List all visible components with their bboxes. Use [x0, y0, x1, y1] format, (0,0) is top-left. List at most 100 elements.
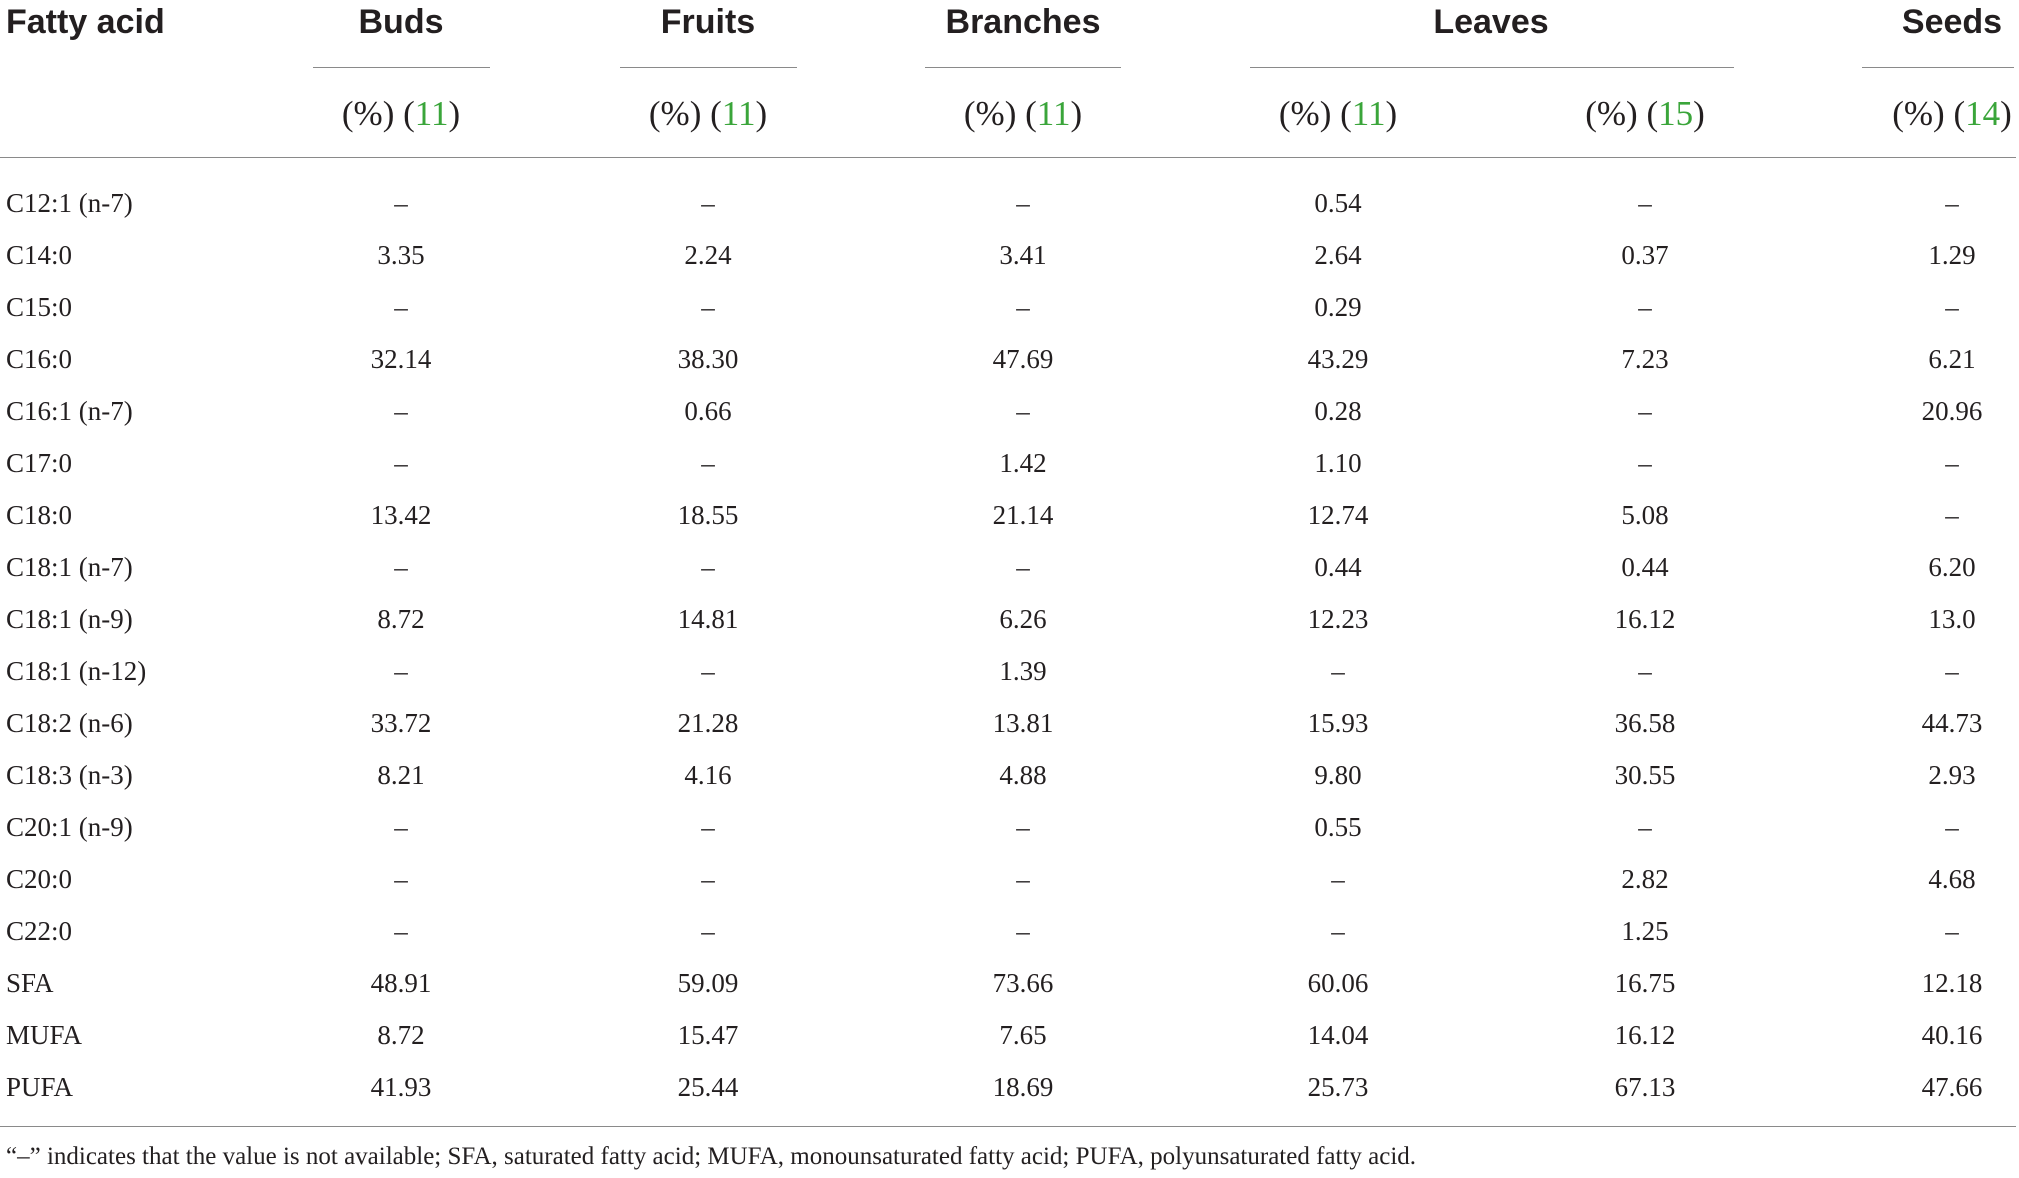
table-cell: –	[1016, 552, 1030, 582]
table-cell: 32.14	[370, 344, 432, 374]
table-cell: 21.28	[677, 708, 739, 738]
table-cell: –	[1945, 292, 1959, 322]
table-cell: –	[701, 656, 715, 686]
table-cell: 6.21	[1928, 344, 1976, 374]
subheader-unit: (%) (11)	[342, 93, 460, 135]
table-cell: 16.75	[1614, 968, 1676, 998]
unit-label: (%)	[1278, 94, 1332, 133]
reference-open-paren: (	[1953, 94, 1966, 133]
table-cell: 13.0	[1928, 604, 1976, 634]
table-cell: –	[1945, 500, 1959, 530]
reference-link: 14	[1965, 94, 2001, 133]
table-cell: –	[394, 188, 408, 218]
table-cell: –	[394, 552, 408, 582]
reference-open-paren: (	[1340, 94, 1352, 133]
table-cell: 59.09	[677, 968, 739, 998]
table-cell: –	[1016, 916, 1030, 946]
header-branches: Branches	[945, 3, 1101, 41]
table-cell: 4.88	[999, 760, 1047, 790]
table-cell: –	[1945, 916, 1959, 946]
unit-label: (%)	[1892, 94, 1945, 133]
table-cell: 2.64	[1314, 240, 1362, 270]
table-cell: 12.74	[1307, 500, 1369, 530]
table-cell: –	[1638, 448, 1652, 478]
subheader-unit: (%) (11)	[964, 93, 1082, 135]
table-cell: 4.16	[684, 760, 732, 790]
row-label: C18:0	[6, 500, 73, 530]
row-label: C20:1 (n-9)	[6, 812, 133, 842]
table-cell: –	[1016, 812, 1030, 842]
reference-open-paren: (	[403, 94, 415, 133]
reference-open-paren: (	[1646, 94, 1659, 133]
reference-link: 11	[721, 94, 756, 133]
table-cell: 0.29	[1314, 292, 1362, 322]
header-leaves: Leaves	[1433, 3, 1549, 41]
table-cell: 73.66	[992, 968, 1054, 998]
table-cell: 14.81	[677, 604, 739, 634]
table-cell: –	[701, 916, 715, 946]
header-rule-seeds	[1862, 67, 2014, 68]
reference-link: 11	[1351, 94, 1386, 133]
table-cell: 36.58	[1614, 708, 1676, 738]
subheader-unit: (%) (15)	[1585, 93, 1705, 135]
unit-label: (%)	[648, 94, 702, 133]
table-cell: –	[1016, 292, 1030, 322]
table-cell: 33.72	[370, 708, 432, 738]
table-cell: –	[1016, 864, 1030, 894]
reference-link: 11	[1036, 94, 1071, 133]
table-cell: –	[1331, 864, 1345, 894]
table-cell: 16.12	[1614, 604, 1676, 634]
table-cell: –	[701, 188, 715, 218]
subheader-unit: (%) (11)	[1279, 93, 1397, 135]
table-cell: 25.73	[1307, 1072, 1369, 1102]
table-cell: 16.12	[1614, 1020, 1676, 1050]
reference-close-paren: )	[1693, 94, 1705, 133]
unit-label: (%)	[341, 94, 395, 133]
table-cell: –	[701, 864, 715, 894]
table-cell: –	[394, 396, 408, 426]
table-cell: –	[1945, 656, 1959, 686]
table-cell: 18.69	[992, 1072, 1054, 1102]
table-cell: 40.16	[1921, 1020, 1983, 1050]
table-cell: 6.20	[1928, 552, 1976, 582]
reference-link: 11	[414, 94, 449, 133]
table-cell: 8.72	[377, 1020, 425, 1050]
table-cell: 2.93	[1928, 760, 1976, 790]
table-cell: 20.96	[1921, 396, 1983, 426]
header-fruits: Fruits	[660, 3, 756, 41]
table-cell: 1.42	[999, 448, 1047, 478]
table-cell: 67.13	[1614, 1072, 1676, 1102]
table-cell: 4.68	[1928, 864, 1976, 894]
header-fatty-acid: Fatty acid	[6, 3, 165, 41]
table-cell: 1.29	[1928, 240, 1976, 270]
table-cell: 14.04	[1307, 1020, 1369, 1050]
row-label: C17:0	[6, 448, 73, 478]
table-cell: 7.23	[1621, 344, 1669, 374]
unit-label: (%)	[963, 94, 1017, 133]
table-bottom-rule	[0, 1126, 2016, 1127]
table-cell: –	[394, 812, 408, 842]
row-label: C18:2 (n-6)	[6, 708, 133, 738]
row-label: C18:1 (n-7)	[6, 552, 133, 582]
table-cell: 3.41	[999, 240, 1047, 270]
table-cell: –	[1945, 812, 1959, 842]
row-label: C18:1 (n-12)	[6, 656, 147, 686]
reference-close-paren: )	[2000, 94, 2012, 133]
table-cell: 0.37	[1621, 240, 1669, 270]
header-rule-leaves	[1250, 67, 1734, 68]
table-cell: –	[1638, 812, 1652, 842]
subheader-unit: (%) (14)	[1892, 93, 2012, 135]
table-cell: –	[701, 292, 715, 322]
reference-open-paren: (	[710, 94, 722, 133]
subheader-unit: (%) (11)	[649, 93, 767, 135]
table-cell: –	[1945, 188, 1959, 218]
table-cell: –	[1638, 656, 1652, 686]
row-label: C16:1 (n-7)	[6, 396, 133, 426]
table-cell: 30.55	[1614, 760, 1676, 790]
table-cell: 12.18	[1921, 968, 1983, 998]
table-cell: 21.14	[992, 500, 1054, 530]
table-cell: 47.69	[992, 344, 1054, 374]
row-label: SFA	[6, 968, 54, 998]
row-label: C12:1 (n-7)	[6, 188, 133, 218]
